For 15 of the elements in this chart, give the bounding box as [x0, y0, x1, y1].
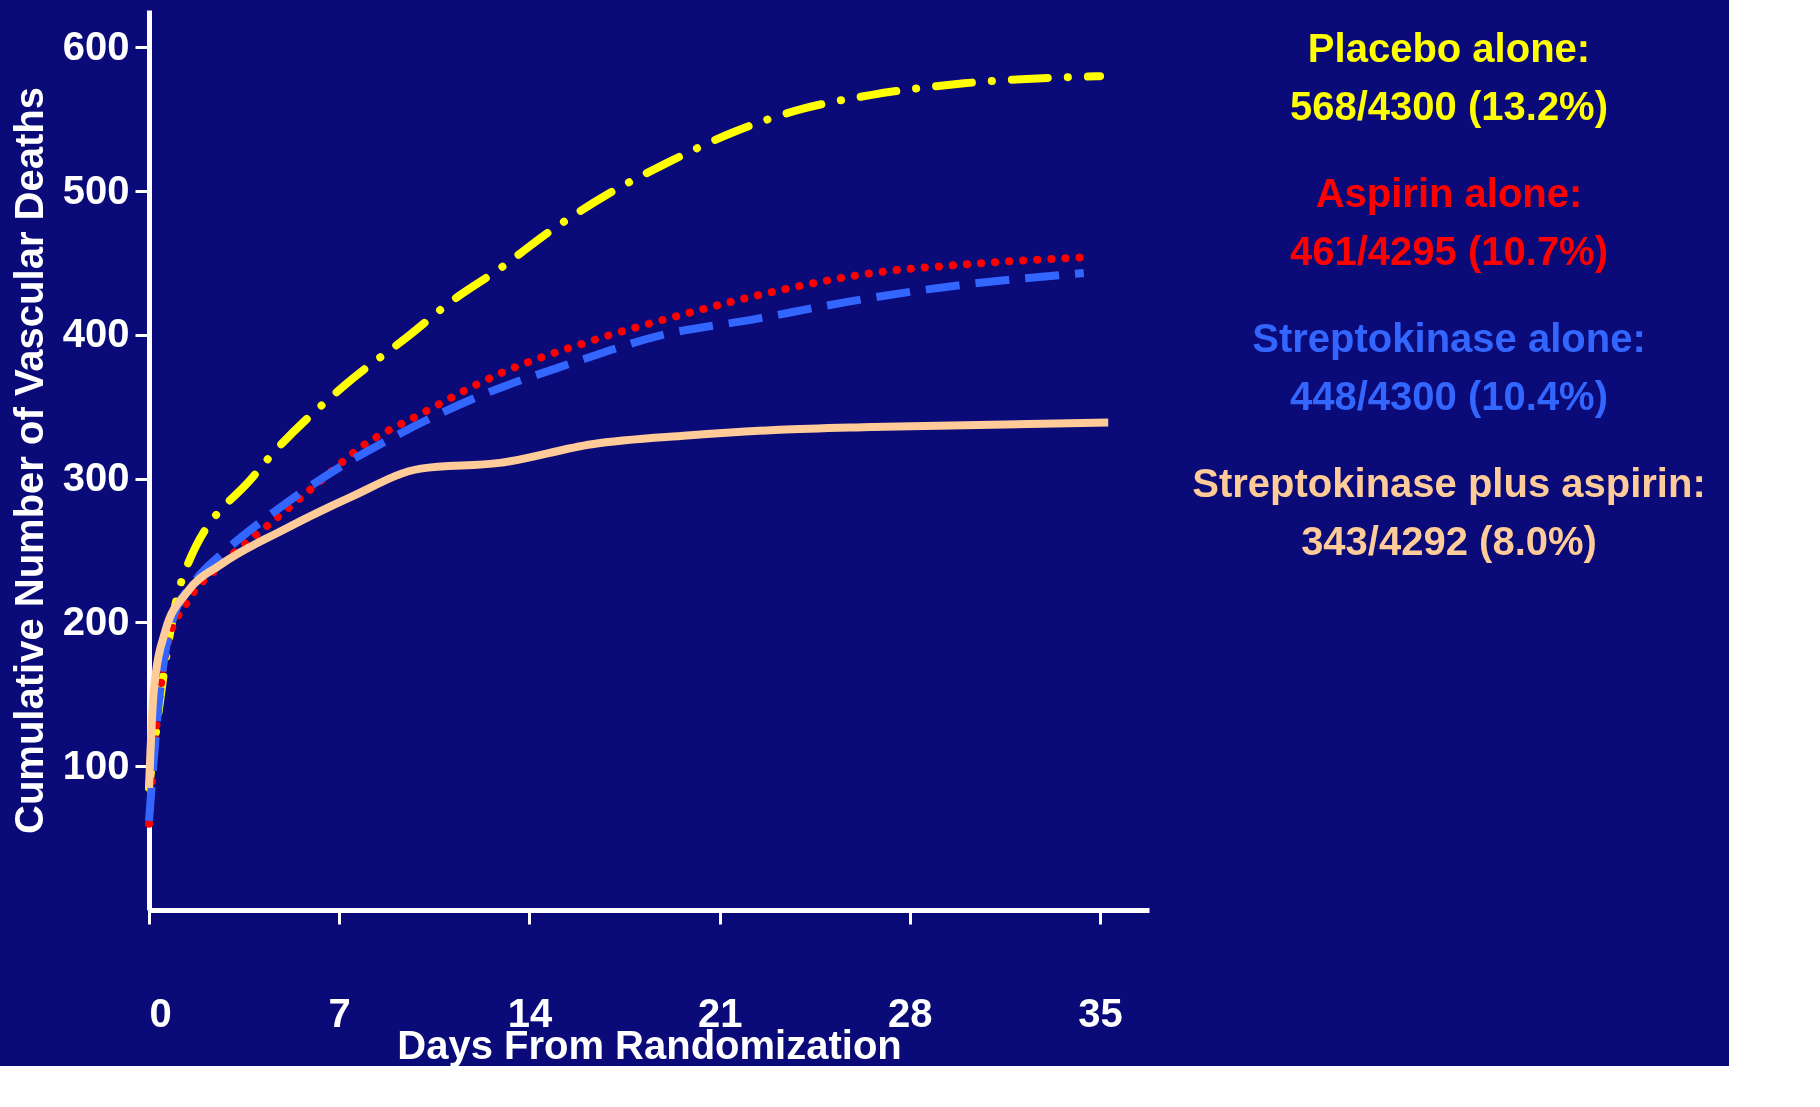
y-tick-label: 200: [62, 598, 130, 643]
y-tick-label: 600: [62, 23, 130, 68]
text: Streptokinase alone: 448/4300 (10.4%): [1252, 316, 1646, 418]
x-tick-label: 28: [888, 990, 933, 1035]
y-tick-label: 100: [62, 742, 130, 787]
text: Streptokinase plus aspirin: 343/4292 (8.0%): [1192, 461, 1706, 563]
y-tick-label: 300: [62, 455, 130, 500]
x-tick-label: 0: [149, 990, 172, 1035]
x-tick-label: 7: [328, 990, 351, 1035]
x-tick-label: 35: [1078, 990, 1123, 1035]
text: Aspirin alone: 461/4295 (10.7%): [1289, 171, 1609, 273]
y-tick-label: 400: [62, 311, 130, 356]
y-axis-title: Cumulative Number of Vascular Deaths: [6, 87, 51, 834]
y-tick-label: 500: [62, 167, 130, 212]
text: Placebo alone: 568/4300 (13.2%): [1289, 26, 1609, 128]
